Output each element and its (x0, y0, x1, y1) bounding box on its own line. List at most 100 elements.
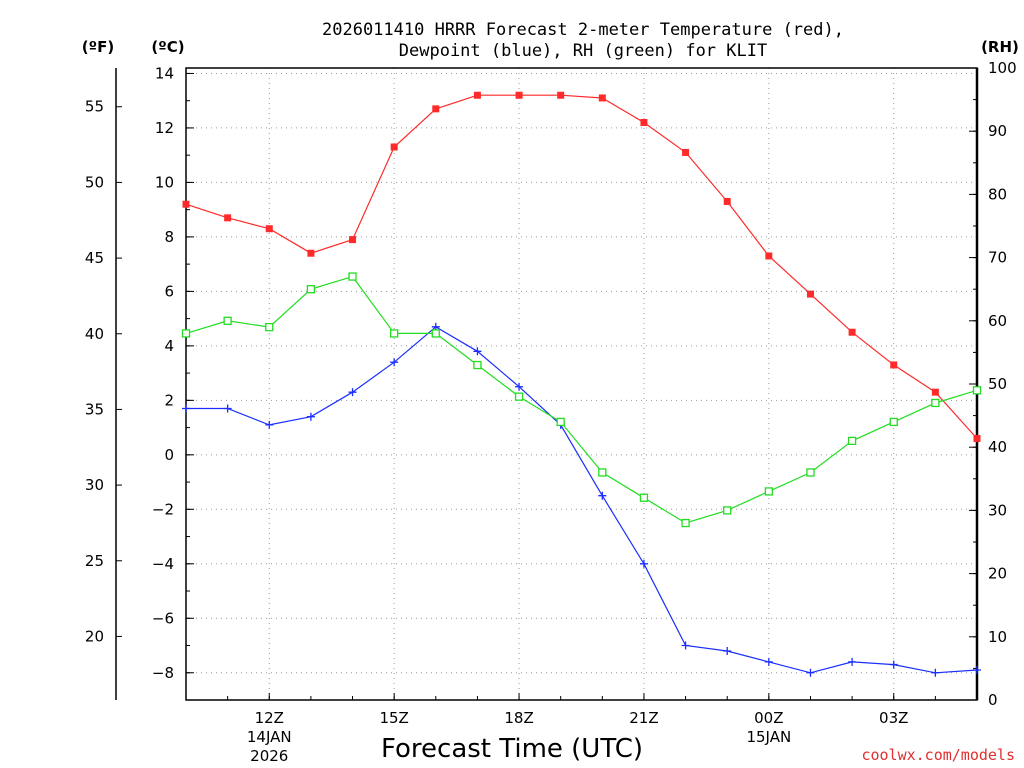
celsius-tick-label: −2 (152, 500, 174, 518)
celsius-tick-label: −6 (152, 609, 174, 627)
temperature-point (432, 105, 440, 113)
dewpoint-point (931, 668, 940, 677)
fahrenheit-tick-label: 25 (85, 552, 104, 570)
rh-line (185, 275, 978, 524)
celsius-tick-label: −4 (152, 555, 174, 573)
rh-tick-label: 20 (988, 565, 1007, 583)
x-tick-label: 15Z (379, 709, 408, 727)
rh-point (723, 506, 732, 515)
temperature-point (265, 225, 273, 233)
dewpoint-point (182, 404, 190, 413)
chart-title-line-2: Dewpoint (blue), RH (green) for KLIT (399, 41, 767, 61)
dewpoint-point (306, 412, 315, 421)
fahrenheit-tick-label: 55 (85, 98, 104, 116)
x-date-label: 15JAN (746, 728, 791, 746)
rh-point (265, 322, 274, 332)
dewpoint-point (348, 388, 357, 397)
x-axis-label: Forecast Time (UTC) (381, 734, 643, 764)
chart-title-line-1: 2026011410 HRRR Forecast 2-meter Tempera… (322, 20, 844, 40)
fahrenheit-tick-label: 30 (85, 476, 104, 494)
dewpoint-point (515, 382, 524, 391)
rh-point (556, 417, 565, 427)
rh-tick-label: 10 (988, 628, 1007, 646)
fahrenheit-tick-label: 45 (85, 249, 104, 267)
dewpoint-point (473, 347, 482, 356)
rh-point (514, 392, 524, 401)
rh-tick-label: 40 (988, 438, 1007, 456)
rh-point (306, 285, 316, 294)
temperature-point (598, 94, 606, 102)
dewpoint-point (889, 660, 898, 669)
rh-point (972, 386, 982, 395)
plot-area-frame (185, 67, 978, 701)
dewpoint-line (186, 326, 978, 674)
rh-tick-label: 50 (988, 375, 1007, 393)
rh-point (806, 468, 815, 477)
dewpoint-point (973, 666, 981, 675)
temperature-point (557, 91, 565, 99)
rh-point (889, 417, 898, 427)
rh-tick-label: 90 (988, 122, 1007, 140)
rh-point (764, 487, 773, 496)
temperature-point (307, 249, 315, 257)
dewpoint-point (764, 657, 773, 666)
x-tick-label: 00Z (754, 709, 783, 727)
temperature-point (890, 361, 898, 369)
temperature-point (182, 200, 190, 208)
rh-point (681, 518, 690, 528)
x-year-label: 2026 (250, 747, 288, 765)
temperature-point (682, 148, 690, 156)
fahrenheit-unit-label: (ºF) (82, 38, 114, 56)
x-tick-label: 18Z (504, 709, 533, 727)
celsius-tick-label: 14 (155, 64, 174, 82)
rh-tick-label: 100 (988, 59, 1017, 77)
x-date-label: 14JAN (247, 728, 292, 746)
celsius-tick-label: 8 (164, 228, 174, 246)
x-tick-label: 12Z (255, 709, 284, 727)
fahrenheit-tick-label: 40 (85, 325, 104, 343)
grid-lines (186, 68, 977, 700)
dewpoint-point (265, 420, 274, 429)
temperature-point (515, 91, 523, 99)
temperature-point (349, 236, 357, 244)
celsius-tick-label: 2 (164, 391, 174, 409)
x-tick-label: 03Z (879, 709, 908, 727)
dewpoint-point (806, 668, 815, 677)
rh-tick-label: 80 (988, 185, 1007, 203)
x-tick-label: 21Z (629, 709, 658, 727)
temperature-point (931, 388, 939, 396)
rh-tick-label: 60 (988, 312, 1007, 330)
fahrenheit-tick-label: 20 (85, 627, 104, 645)
dewpoint-point (639, 559, 648, 568)
celsius-tick-label: 10 (155, 173, 174, 191)
rh-tick-label: 70 (988, 249, 1007, 267)
dewpoint-point (223, 404, 232, 413)
rh-unit-label: (RH) (981, 38, 1019, 56)
celsius-tick-label: 4 (164, 337, 174, 355)
celsius-unit-label: (ºC) (151, 38, 184, 56)
temperature-line (185, 94, 978, 439)
rh-tick-label: 30 (988, 501, 1007, 519)
temperature-point (224, 214, 232, 222)
fahrenheit-tick-label: 50 (85, 173, 104, 191)
rh-point (639, 493, 649, 502)
dewpoint-point (681, 641, 690, 650)
celsius-tick-label: −8 (152, 664, 174, 682)
rh-point (348, 272, 357, 281)
rh-point (847, 436, 857, 446)
data-series (181, 91, 982, 677)
rh-point (931, 398, 940, 408)
dewpoint-point (598, 491, 607, 500)
rh-tick-label: 0 (988, 691, 998, 709)
dewpoint-point (390, 358, 399, 367)
dewpoint-point (848, 657, 857, 666)
rh-point (181, 329, 191, 338)
rh-point (223, 316, 232, 325)
temperature-point (640, 118, 648, 126)
temperature-point (390, 143, 398, 151)
rh-point (390, 329, 399, 338)
temperature-point (765, 252, 773, 260)
temperature-point (723, 197, 731, 205)
